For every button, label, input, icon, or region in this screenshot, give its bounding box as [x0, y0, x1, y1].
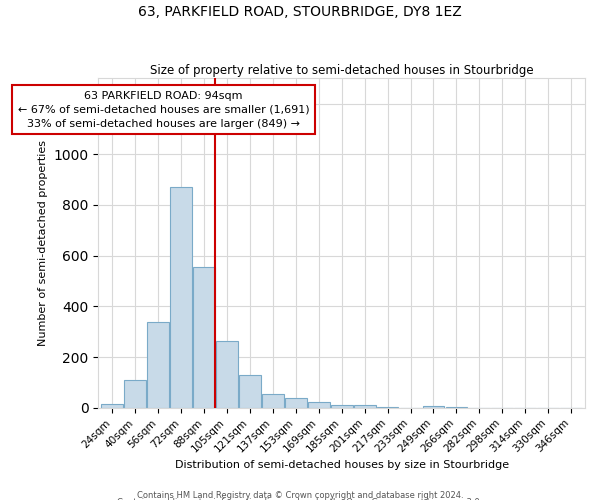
X-axis label: Distribution of semi-detached houses by size in Stourbridge: Distribution of semi-detached houses by …: [175, 460, 509, 470]
Bar: [193, 267, 215, 408]
Bar: [308, 402, 329, 408]
Bar: [147, 322, 169, 408]
Title: Size of property relative to semi-detached houses in Stourbridge: Size of property relative to semi-detach…: [150, 64, 533, 77]
Y-axis label: Number of semi-detached properties: Number of semi-detached properties: [38, 140, 48, 346]
Text: Contains public sector information licensed under the Open Government Licence v3: Contains public sector information licen…: [118, 498, 482, 500]
Bar: [262, 394, 284, 408]
Bar: [377, 406, 398, 408]
Bar: [422, 406, 445, 408]
Bar: [446, 406, 467, 408]
Bar: [285, 398, 307, 408]
Bar: [239, 376, 261, 408]
Bar: [216, 340, 238, 408]
Text: Contains HM Land Registry data © Crown copyright and database right 2024.: Contains HM Land Registry data © Crown c…: [137, 490, 463, 500]
Bar: [101, 404, 123, 408]
Bar: [170, 187, 192, 408]
Text: 63, PARKFIELD ROAD, STOURBRIDGE, DY8 1EZ: 63, PARKFIELD ROAD, STOURBRIDGE, DY8 1EZ: [138, 5, 462, 19]
Text: 63 PARKFIELD ROAD: 94sqm
← 67% of semi-detached houses are smaller (1,691)
33% o: 63 PARKFIELD ROAD: 94sqm ← 67% of semi-d…: [18, 91, 310, 129]
Bar: [354, 406, 376, 408]
Bar: [331, 404, 353, 408]
Bar: [124, 380, 146, 408]
